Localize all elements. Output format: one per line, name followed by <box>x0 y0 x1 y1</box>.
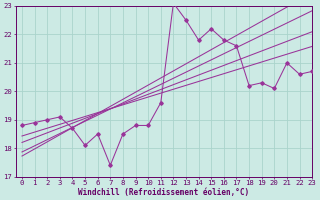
X-axis label: Windchill (Refroidissement éolien,°C): Windchill (Refroidissement éolien,°C) <box>78 188 250 197</box>
